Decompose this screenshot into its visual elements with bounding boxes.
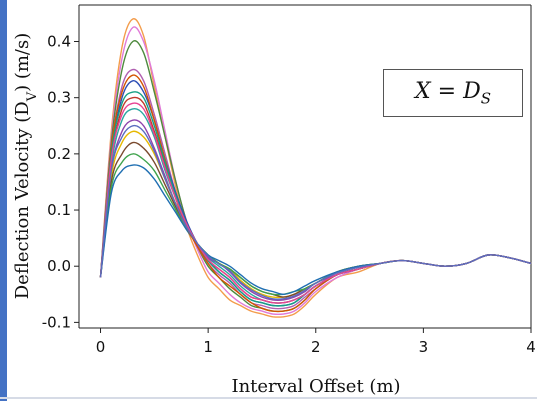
x-tick-label: 1 xyxy=(203,338,213,356)
y-axis-title: Deflection Velocity (DV) (m/s) xyxy=(12,33,40,300)
y-tick-label: 0.1 xyxy=(47,201,71,219)
bottom-border xyxy=(0,397,537,399)
annotation-box: X = DS xyxy=(383,69,523,117)
x-axis-title: Interval Offset (m) xyxy=(231,376,400,397)
y-tick-label: 0.0 xyxy=(47,257,71,275)
y-tick-label: 0.2 xyxy=(47,145,71,163)
x-tick-label: 0 xyxy=(96,338,106,356)
y-axis-ticks: -0.1 0.0 0.1 0.2 0.3 0.4 xyxy=(42,33,79,331)
x-tick-label: 3 xyxy=(419,338,429,356)
slide-edge-bar xyxy=(0,0,7,401)
series-line-14 xyxy=(99,91,532,307)
series-line-8 xyxy=(99,119,532,301)
annotation-text: X = DS xyxy=(414,78,491,108)
x-tick-label: 2 xyxy=(311,338,321,356)
series-layer xyxy=(99,18,532,318)
x-tick-label: 4 xyxy=(526,338,536,356)
y-tick-label: 0.3 xyxy=(47,89,71,107)
y-tick-label: -0.1 xyxy=(42,313,71,331)
plot-frame xyxy=(78,4,532,329)
x-axis-ticks: 0 1 2 3 4 xyxy=(96,328,536,356)
series-line-16 xyxy=(99,124,532,300)
y-tick-label: 0.4 xyxy=(47,33,71,51)
